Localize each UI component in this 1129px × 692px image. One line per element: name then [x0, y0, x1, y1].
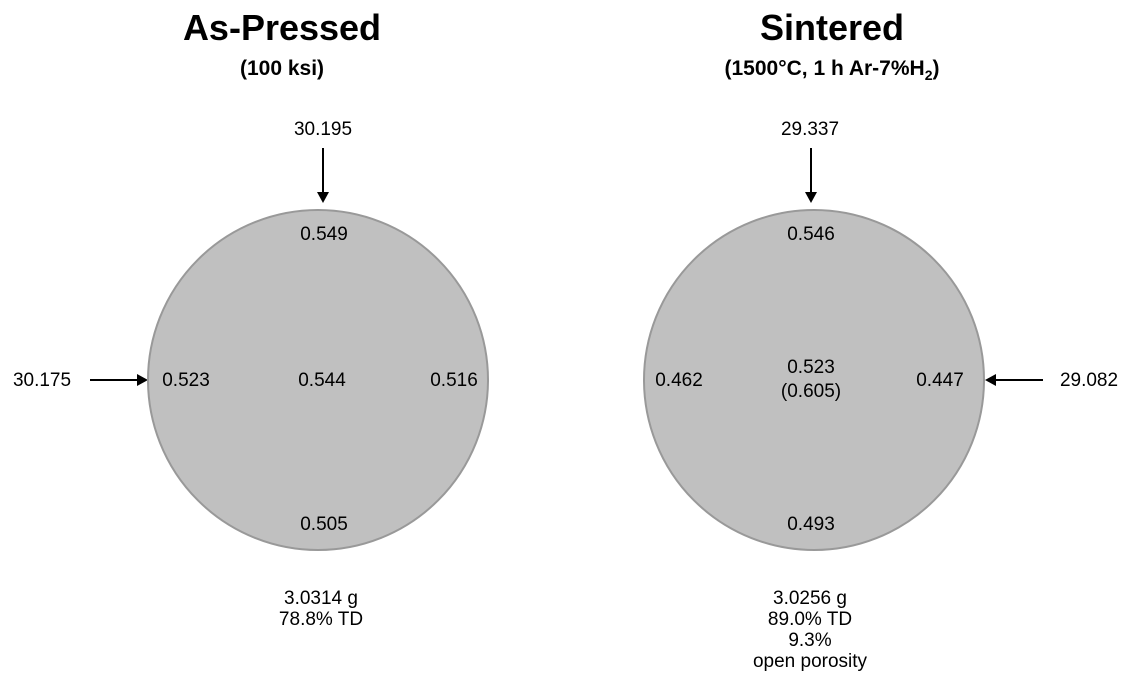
as-pressed-point-top: 0.549 — [300, 224, 348, 245]
sintered-subtitle-main: (1500°C, 1 h Ar-7%H — [724, 57, 925, 80]
as-pressed-point-center: 0.544 — [298, 370, 346, 391]
sintered-point-center-secondary: (0.605) — [780, 381, 842, 402]
as-pressed-side-arrow — [90, 374, 148, 386]
sintered-mass: 3.0256 g — [773, 588, 847, 609]
as-pressed-top-arrow — [317, 148, 329, 203]
sintered-side-load-value: 29.082 — [1059, 370, 1119, 391]
sintered-title: Sintered — [759, 7, 905, 48]
as-pressed-top-load-value: 30.195 — [293, 119, 353, 140]
sintered-point-center-primary: 0.523 — [787, 357, 835, 378]
sintered-top-load-value: 29.337 — [780, 119, 840, 140]
sintered-subtitle: (1500°C, 1 h Ar-7%H2) — [550, 55, 1114, 89]
sintered-porosity-label: open porosity — [752, 651, 868, 672]
sintered-point-bottom: 0.493 — [787, 514, 835, 535]
as-pressed-point-left: 0.523 — [162, 370, 210, 391]
sintered-subtitle-end: ) — [932, 57, 940, 80]
sintered-top-arrow — [805, 148, 817, 203]
as-pressed-point-right: 0.516 — [430, 370, 478, 391]
sintered-density: 89.0% TD — [767, 609, 853, 630]
sintered-notes: 3.0256 g 89.0% TD 9.3% open porosity — [753, 588, 867, 672]
sintered-point-left: 0.462 — [655, 370, 703, 391]
sintered-disk — [643, 209, 985, 551]
as-pressed-side-load-value: 30.175 — [12, 370, 72, 391]
as-pressed-panel: As-Pressed (100 ksi) 30.195 30.175 0.549… — [0, 0, 564, 692]
as-pressed-mass: 3.0314 g — [284, 588, 358, 609]
sintered-panel: Sintered (1500°C, 1 h Ar-7%H2) 29.337 29… — [565, 0, 1129, 692]
as-pressed-density: 78.8% TD — [278, 609, 364, 630]
as-pressed-notes: 3.0314 g 78.8% TD — [279, 588, 363, 630]
as-pressed-title: As-Pressed — [182, 7, 382, 48]
sintered-subtitle-subscript: 2 — [924, 67, 933, 84]
sintered-point-center: 0.523 (0.605) — [781, 356, 841, 404]
as-pressed-subtitle: (100 ksi) — [239, 57, 325, 80]
sintered-point-right: 0.447 — [916, 370, 964, 391]
as-pressed-disk — [147, 209, 489, 551]
sintered-porosity-value: 9.3% — [788, 630, 832, 651]
sintered-side-arrow — [985, 374, 1043, 386]
as-pressed-point-bottom: 0.505 — [300, 514, 348, 535]
sintered-point-top: 0.546 — [787, 224, 835, 245]
